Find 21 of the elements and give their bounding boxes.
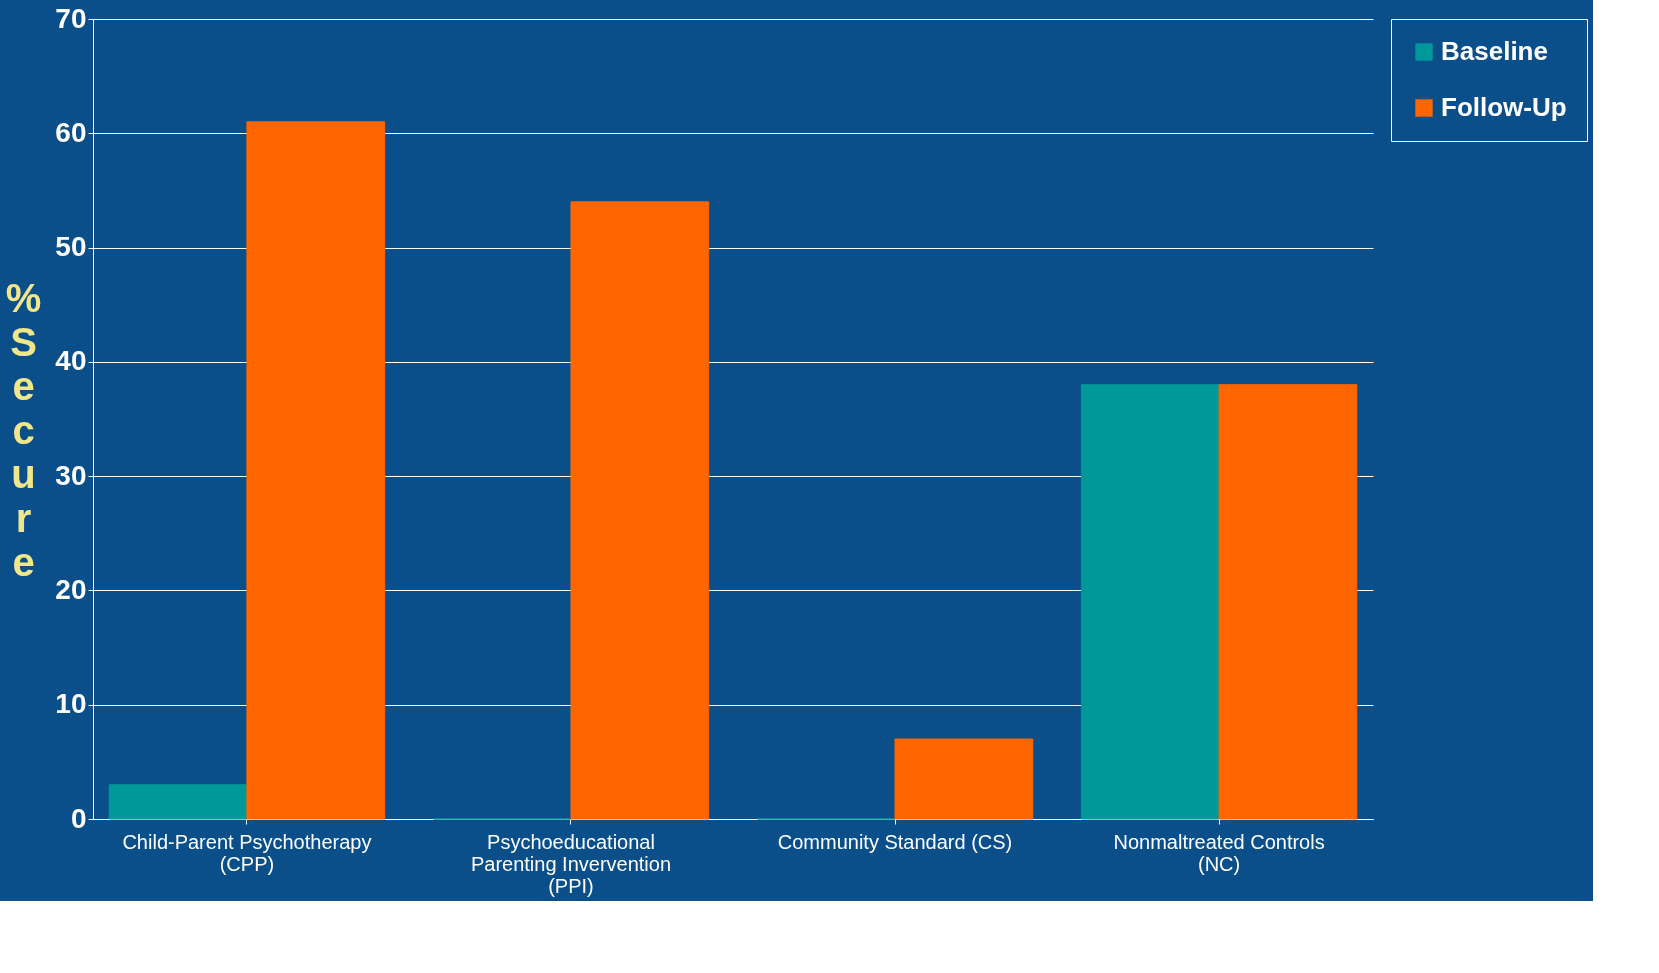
bar: [1080, 384, 1220, 820]
y-tick-label: 70: [55, 2, 87, 34]
y-tick-label: 0: [70, 802, 87, 834]
legend-label: Baseline: [1441, 36, 1548, 66]
bar: [108, 784, 248, 820]
bar: [1218, 384, 1358, 820]
y-tick-label: 10: [55, 688, 87, 720]
bar: [246, 121, 386, 820]
bar: [570, 201, 710, 820]
y-tick-label: 20: [55, 573, 87, 605]
x-tick-label: Community Standard (CS): [777, 830, 1013, 853]
x-tick-label: Child-Parent Psychotherapy (CPP): [122, 830, 372, 875]
bar: [894, 738, 1034, 820]
y-tick-label: 40: [55, 345, 87, 377]
y-tick-label: 60: [55, 116, 87, 148]
y-tick-label: 30: [55, 459, 87, 491]
y-axis-title: % Secure: [5, 275, 42, 584]
x-tick-label: Nonmaltreated Controls (NC): [1113, 830, 1325, 875]
x-tick-label: Psychoeducational Parenting Invervention (PPI): [470, 830, 672, 897]
y-tick-label: 50: [55, 231, 87, 263]
legend-label: Follow-Up: [1441, 92, 1567, 122]
